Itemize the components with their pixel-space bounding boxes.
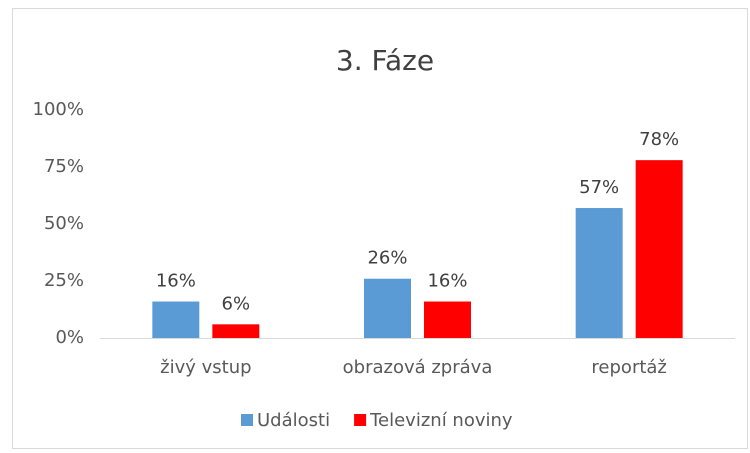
y-tick-label: 75% [44,156,84,177]
legend-label: Události [257,410,330,431]
chart-title: 3. Fáze [336,44,434,77]
bar [575,208,623,338]
y-tick-label: 0% [55,327,84,348]
chart-border [12,8,748,449]
y-tick-label: 100% [33,99,84,120]
y-tick-label: 50% [44,213,84,234]
x-tick-label: živý vstup [160,357,251,378]
data-label: 26% [367,248,407,269]
data-label: 57% [579,177,619,198]
data-label: 78% [639,129,679,150]
bar [212,324,260,338]
legend-swatch [241,414,253,426]
bar [152,301,200,338]
legend-label: Televizní noviny [369,410,513,431]
bar [635,160,683,338]
bar [424,301,471,338]
data-label: 16% [427,271,467,292]
bar [364,278,411,338]
data-label: 16% [156,271,196,292]
legend-swatch [354,414,367,426]
y-tick-label: 25% [44,270,84,291]
data-label: 6% [222,293,251,314]
x-tick-label: reportáž [591,357,666,378]
x-tick-label: obrazová zpráva [343,357,493,378]
